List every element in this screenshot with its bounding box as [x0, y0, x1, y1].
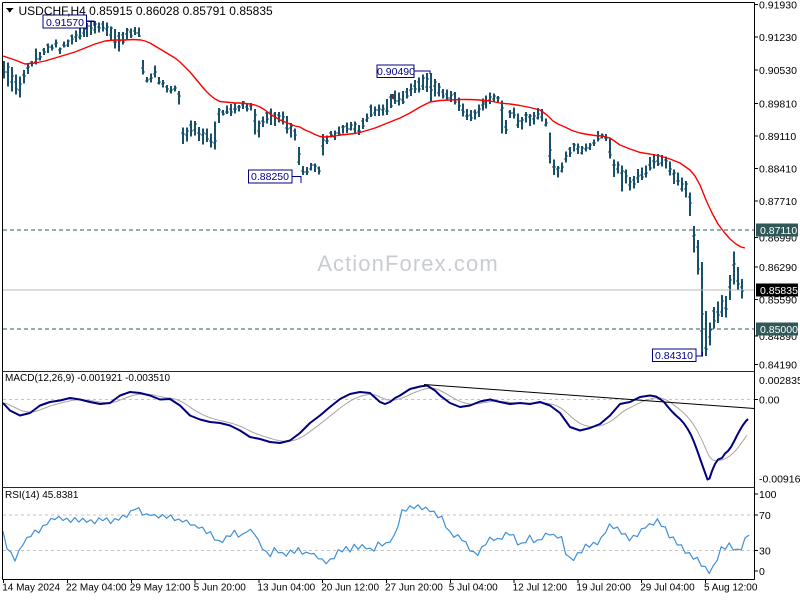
svg-text:0.85000: 0.85000: [760, 324, 798, 336]
svg-text:0.91930: 0.91930: [759, 0, 797, 12]
svg-text:5 Aug 12:00: 5 Aug 12:00: [704, 583, 758, 594]
svg-text:0.91230: 0.91230: [759, 32, 797, 44]
svg-text:0.89110: 0.89110: [759, 131, 796, 143]
svg-text:RSI(14) 45.8381: RSI(14) 45.8381: [5, 490, 79, 501]
svg-text:13 Jun 04:00: 13 Jun 04:00: [257, 583, 315, 594]
svg-text:0.87110: 0.87110: [760, 225, 797, 237]
svg-text:0: 0: [759, 566, 765, 578]
svg-text:ActionForex.com: ActionForex.com: [317, 251, 499, 276]
svg-text:19 Jul 20:00: 19 Jul 20:00: [576, 583, 631, 594]
svg-text:100: 100: [759, 489, 777, 501]
svg-text:29 Jul 04:00: 29 Jul 04:00: [640, 583, 695, 594]
svg-text:5 Jul 04:00: 5 Jul 04:00: [449, 583, 498, 594]
svg-text:12 Jul 12:00: 12 Jul 12:00: [513, 583, 568, 594]
svg-text:0.85835: 0.85835: [760, 285, 798, 297]
svg-text:0.91570: 0.91570: [46, 17, 84, 29]
svg-text:0.90490: 0.90490: [377, 66, 415, 78]
svg-text:0.88250: 0.88250: [251, 171, 289, 183]
svg-text:27 Jun 20:00: 27 Jun 20:00: [385, 583, 443, 594]
svg-text:30: 30: [759, 546, 771, 558]
svg-text:0.89810: 0.89810: [759, 98, 797, 110]
svg-text:0.00: 0.00: [759, 395, 780, 407]
svg-text:0.85590: 0.85590: [759, 295, 797, 307]
svg-text:20 Jun 12:00: 20 Jun 12:00: [321, 583, 379, 594]
svg-text:5 Jun 20:00: 5 Jun 20:00: [194, 583, 247, 594]
svg-text:22 May 04:00: 22 May 04:00: [66, 583, 127, 594]
svg-text:0.90530: 0.90530: [759, 65, 797, 77]
svg-text:MACD(12,26,9) -0.001921 -0.003: MACD(12,26,9) -0.001921 -0.003510: [5, 373, 171, 384]
svg-text:0.87710: 0.87710: [759, 196, 797, 208]
svg-text:0.002835: 0.002835: [759, 375, 800, 387]
svg-text:0.88410: 0.88410: [759, 163, 797, 175]
svg-text:29 May 12:00: 29 May 12:00: [130, 583, 191, 594]
svg-text:0.86290: 0.86290: [759, 262, 797, 274]
svg-text:0.84310: 0.84310: [655, 350, 693, 362]
svg-text:70: 70: [759, 510, 771, 522]
svg-text:0.84190: 0.84190: [759, 360, 797, 372]
svg-text:USDCHF,H4 0.85915 0.86028 0.8: USDCHF,H4 0.85915 0.86028 0.85791 0.8583…: [19, 4, 274, 18]
svg-text:14 May 2024: 14 May 2024: [2, 583, 60, 594]
